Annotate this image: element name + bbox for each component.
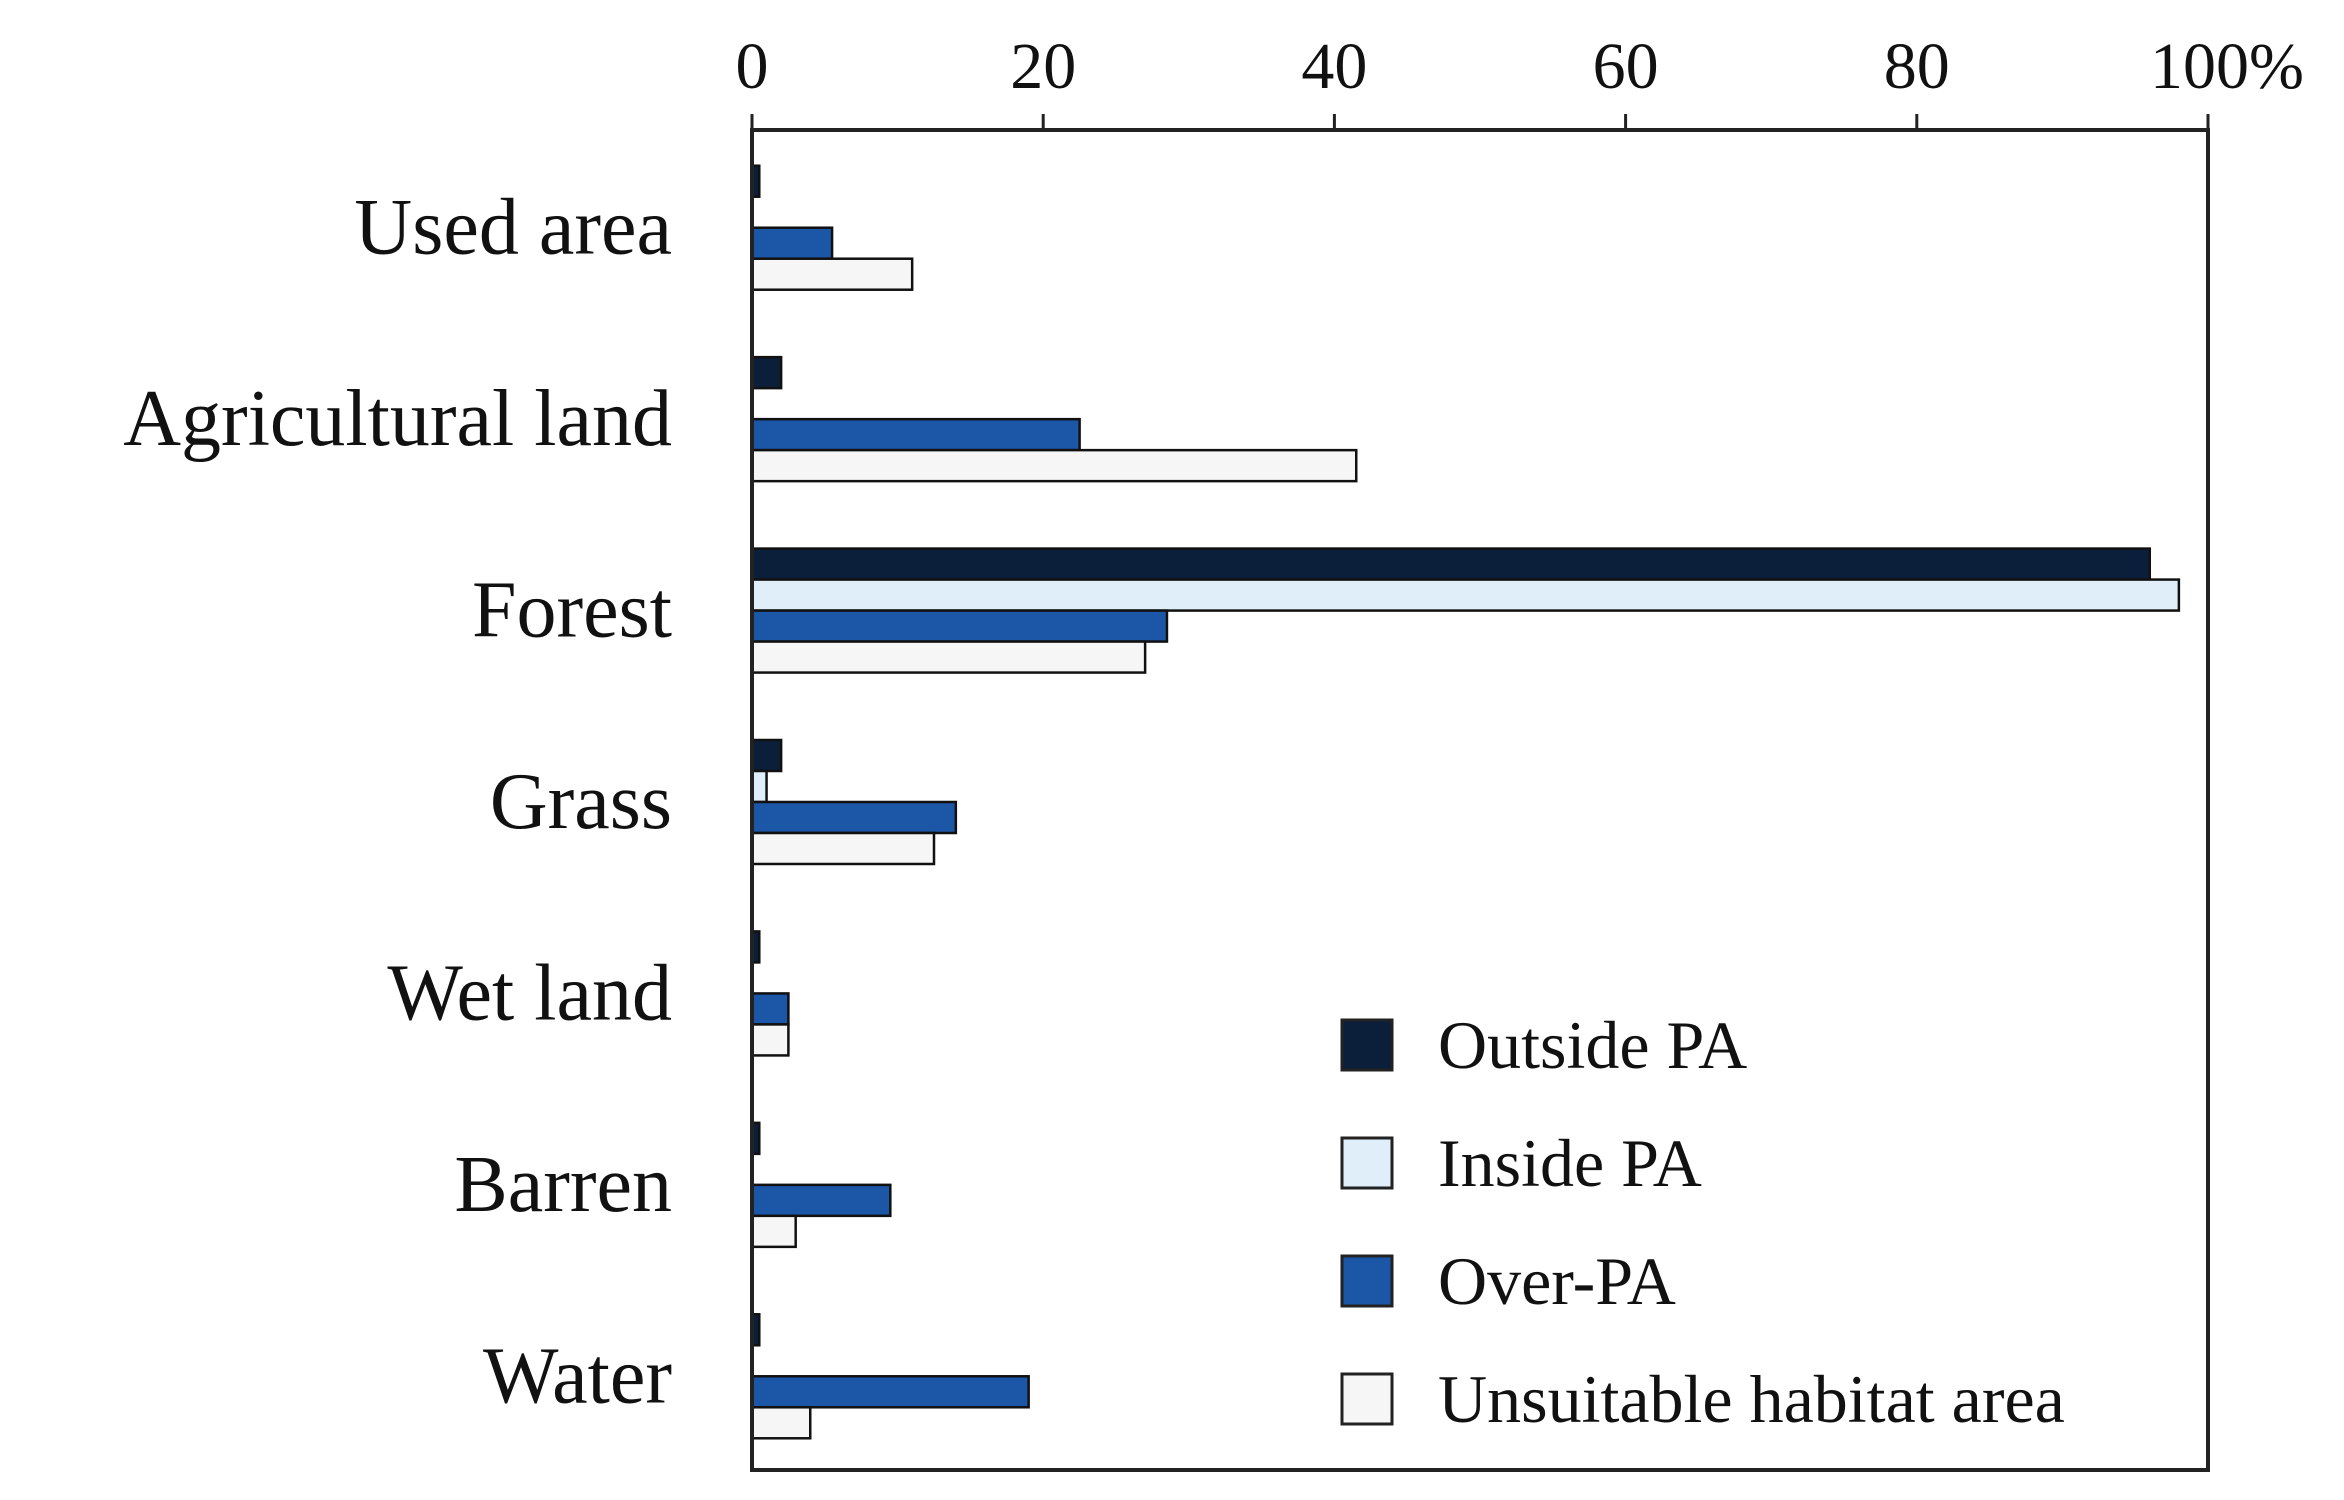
- category-label-used-area: Used area: [354, 184, 672, 272]
- category-label-wet-land: Wet land: [387, 949, 672, 1037]
- legend-swatch-outside-pa: [1340, 1018, 1394, 1072]
- bar-barren-unsuitable-habitat-area: [750, 1214, 797, 1249]
- bar-barren-over-pa: [750, 1183, 892, 1218]
- x-tick-label: 20: [1010, 30, 1076, 103]
- bar-used-area-unsuitable-habitat-area: [750, 257, 914, 291]
- bar-forest-inside-pa: [750, 578, 2181, 612]
- legend-label-inside-pa: Inside PA: [1438, 1125, 1702, 1201]
- x-tick-label: 100%: [2150, 30, 2304, 103]
- bar-water-over-pa: [750, 1375, 1030, 1409]
- plot-frame: [750, 128, 2210, 1472]
- bar-forest-unsuitable-habitat-area: [750, 640, 1147, 674]
- category-label-water: Water: [483, 1332, 672, 1420]
- x-axis: 0 20 40 60 80 100%: [736, 30, 2304, 130]
- x-tick-label: 40: [1301, 30, 1367, 103]
- bar-agricultural-land-outside-pa: [750, 355, 783, 390]
- bar-grass-unsuitable-habitat-area: [750, 831, 936, 866]
- category-label-grass: Grass: [490, 758, 672, 846]
- legend-label-over-pa: Over-PA: [1438, 1243, 1676, 1319]
- bar-grass-outside-pa: [750, 738, 783, 773]
- bar-grass-over-pa: [750, 800, 958, 835]
- bar-agricultural-land-unsuitable-habitat-area: [750, 448, 1358, 483]
- bar-forest-over-pa: [750, 609, 1169, 643]
- bar-forest-outside-pa: [750, 547, 2152, 581]
- bar-wet-land-over-pa: [750, 992, 790, 1026]
- category-label-forest: Forest: [472, 567, 672, 655]
- bars: [750, 164, 2181, 1440]
- bar-used-area-over-pa: [750, 226, 834, 260]
- category-label-agricultural-land: Agricultural land: [123, 375, 672, 463]
- x-tick-label: 60: [1593, 30, 1659, 103]
- bar-wet-land-unsuitable-habitat-area: [750, 1023, 790, 1057]
- legend-label-outside-pa: Outside PA: [1438, 1007, 1747, 1083]
- legend-swatch-unsuitable-habitat-area: [1340, 1372, 1394, 1426]
- legend: Outside PA Inside PA Over-PA Unsuitable hab…: [1340, 1007, 2065, 1437]
- x-tick-label: 0: [736, 30, 769, 103]
- bar-agricultural-land-over-pa: [750, 417, 1081, 452]
- category-label-barren: Barren: [454, 1141, 672, 1229]
- legend-label-unsuitable-habitat-area: Unsuitable habitat area: [1438, 1361, 2065, 1437]
- category-labels: Used area Agricultural land Forest Grass Wet…: [123, 184, 672, 1421]
- bar-water-unsuitable-habitat-area: [750, 1406, 812, 1440]
- legend-swatch-over-pa: [1340, 1254, 1394, 1308]
- x-tick-label: 80: [1884, 30, 1950, 103]
- legend-swatch-inside-pa: [1340, 1136, 1394, 1190]
- bar-grass-inside-pa: [750, 769, 768, 804]
